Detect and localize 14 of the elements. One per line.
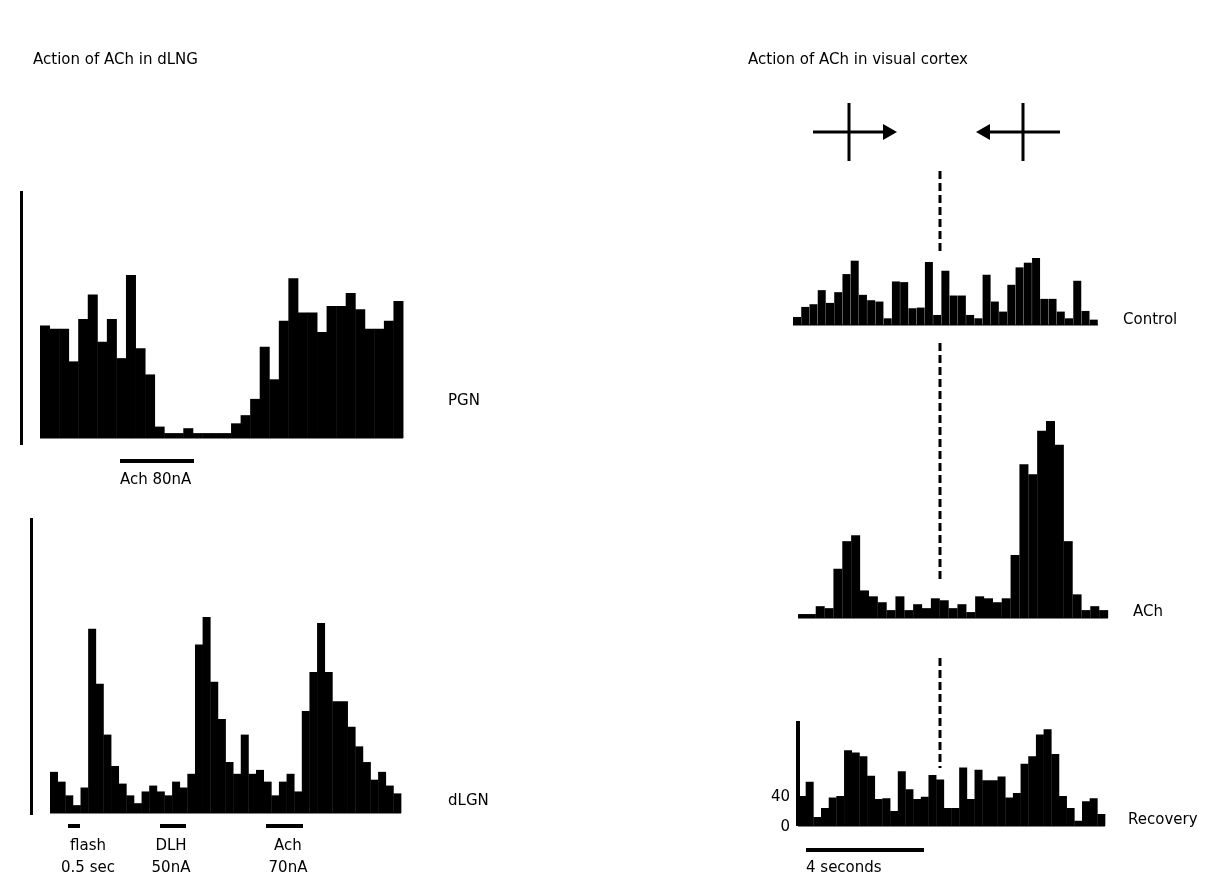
text: Control	[1123, 309, 1178, 330]
chart-title: Action of ACh in dLNG	[33, 50, 198, 68]
text: 4 seconds	[806, 857, 882, 876]
text: Recovery	[1128, 809, 1198, 830]
text: DLH 50nA	[150, 835, 192, 876]
y-tick-label: 40	[770, 787, 790, 806]
chart-title: Action of ACh in visual cortex	[748, 50, 968, 68]
text: Ach 80nA	[120, 469, 192, 490]
text: ACh	[1133, 601, 1163, 622]
y-tick-label: 0	[780, 817, 790, 836]
text: PGN	[448, 390, 480, 411]
text: Ach 70nA	[267, 835, 309, 876]
text: flash 0.5 sec	[60, 835, 116, 876]
text: dLGN	[448, 790, 489, 811]
